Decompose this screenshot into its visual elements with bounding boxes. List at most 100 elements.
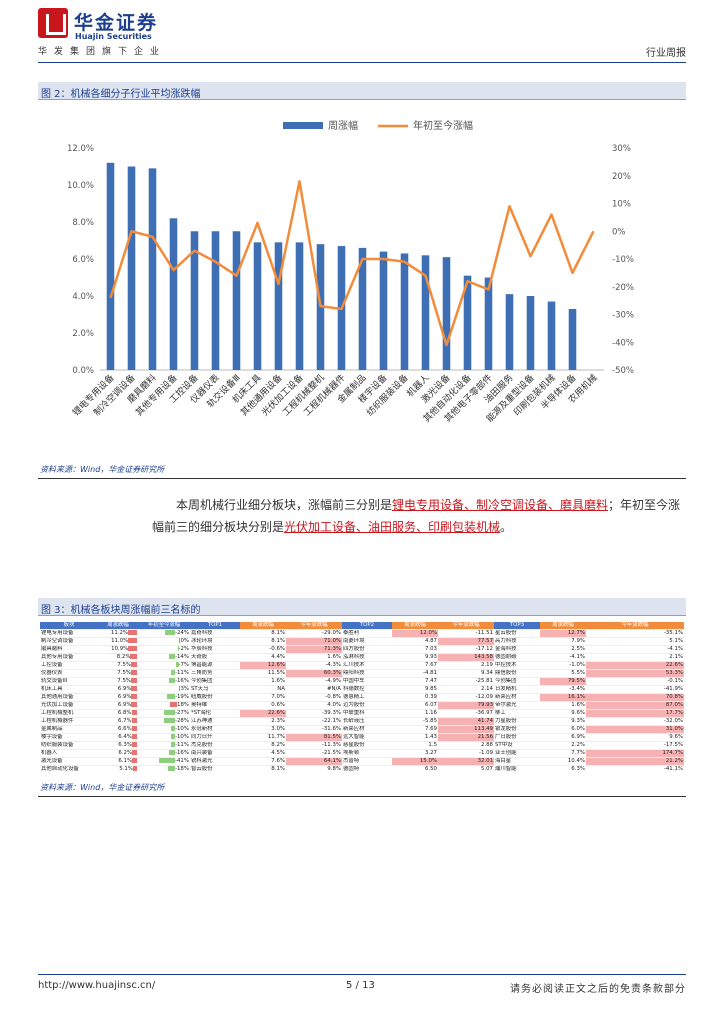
weekly-bar bbox=[131, 694, 137, 699]
table-cell: 6.9% bbox=[98, 685, 138, 694]
table-cell: 6.50 bbox=[392, 765, 438, 772]
table-cell: 光伏加工设备 bbox=[40, 701, 98, 710]
ytd-bar bbox=[170, 742, 176, 747]
bar-weekly-return bbox=[211, 231, 220, 370]
table-cell: -10% bbox=[138, 725, 190, 734]
table-cell: 3% bbox=[138, 685, 190, 694]
table-cell: 天奇股 bbox=[190, 653, 240, 662]
table-cell: 32.01 bbox=[438, 757, 494, 766]
table-cell: 今创集团 bbox=[190, 677, 240, 686]
table-cell: -11.51 bbox=[438, 629, 494, 638]
ytd-bar bbox=[169, 654, 176, 659]
table-cell: 12.0% bbox=[392, 629, 438, 638]
table-cell: -0.8% bbox=[286, 693, 342, 702]
table-cell: 6.9% bbox=[540, 733, 586, 742]
ytd-bar bbox=[167, 766, 176, 771]
para-text-2: ；年初至今涨幅前三的细分板块分别是 bbox=[152, 498, 681, 534]
table-cell: 7.5% bbox=[98, 677, 138, 686]
table-cell: 3.27 bbox=[392, 749, 438, 758]
table-cell: 工程机械整机 bbox=[40, 709, 98, 718]
table-row: 工程机械整机 6.8% -27% *ST海伦 22.6% -39.3% 中联重科 1.16 -3… bbox=[40, 709, 684, 718]
ytd-bar bbox=[158, 758, 176, 763]
table-cell: 激光设备 bbox=[40, 757, 98, 766]
table-cell: 17.7% bbox=[586, 709, 684, 718]
table-cell: -18% bbox=[138, 765, 190, 772]
weekly-bar bbox=[130, 654, 137, 659]
table-cell: 仪器仪表 bbox=[40, 669, 98, 678]
table-cell: NA bbox=[240, 685, 286, 694]
ytd-bar bbox=[171, 726, 176, 731]
footer-divider bbox=[38, 974, 686, 975]
y-left-tick: 0.0% bbox=[72, 366, 94, 376]
table-cell: 慈星股份 bbox=[342, 741, 392, 750]
table-cell: -36.97 bbox=[438, 709, 494, 718]
table-cell: 瀚川智能 bbox=[494, 765, 540, 772]
header-subtitle: 华发集团旗下企业 bbox=[38, 47, 167, 57]
table-cell: 4.5% bbox=[240, 749, 286, 758]
weekly-bar bbox=[131, 702, 137, 707]
table-cell: -0.6% bbox=[240, 645, 286, 654]
table-cell: 8.2% bbox=[98, 653, 138, 662]
table-cell: 8.1% bbox=[240, 765, 286, 772]
y-right-tick: -50% bbox=[612, 366, 634, 376]
table-cell: 1.6% bbox=[540, 701, 586, 710]
table-cell: 远大智能 bbox=[342, 733, 392, 742]
ytd-bar bbox=[168, 750, 176, 755]
ytd-bar bbox=[170, 670, 176, 675]
bar-weekly-return bbox=[526, 296, 535, 370]
bar-weekly-return bbox=[169, 218, 178, 370]
table-cell: -16% bbox=[138, 677, 190, 686]
ytd-bar bbox=[168, 678, 176, 683]
y-right-tick: 20% bbox=[612, 172, 631, 182]
table-row: 其他专用设备 8.2% -14% 天奇股 4.4% 1.6% 泓淋科技 9.93 143.58 德… bbox=[40, 653, 684, 662]
table-row: 光伏加工设备 6.9% 18% 奥特维 0.6% 4.0% 迈为股份 6.07 79.93 帝尔激… bbox=[40, 701, 684, 710]
table-cell: 0% bbox=[138, 637, 190, 646]
table-cell: 9.8% bbox=[286, 765, 342, 772]
table-cell: 9.6% bbox=[586, 733, 684, 742]
table-cell: -4.81 bbox=[392, 669, 438, 678]
table-cell: 7.03 bbox=[392, 645, 438, 654]
table-cell: 制冷空调设备 bbox=[40, 637, 98, 646]
footer-url[interactable]: http://www.huajinsc.cn/ bbox=[38, 980, 156, 991]
table-row: 金属制品 6.6% -10% 永冠新材 3.0% -31.6% 新莱应材 7.69 113.49… bbox=[40, 725, 684, 734]
table-cell: 同力日升 bbox=[190, 733, 240, 742]
table-cell: 博昌能源 bbox=[190, 661, 240, 670]
table-row: 激光设备 6.1% -41% 锐科激光 7.6% 64.1% 杰普特 15.0% 32.01 海目… bbox=[40, 757, 684, 766]
table-cell: 174.7% bbox=[586, 749, 684, 758]
table-cell: -17.12 bbox=[438, 645, 494, 654]
table-header-cell: TOP1 bbox=[190, 622, 240, 630]
table-cell: -21.5% bbox=[286, 749, 342, 758]
ytd-bar bbox=[177, 646, 179, 651]
table-cell: 1.6% bbox=[286, 653, 342, 662]
bar-weekly-return bbox=[379, 251, 388, 370]
table-header-row: 板块 周涨跌幅 年初至今涨幅 TOP1 周涨跌幅 今年涨跌幅 TOP2 周涨跌幅 今年涨跌幅 TO… bbox=[40, 622, 684, 630]
weekly-bar bbox=[128, 630, 137, 635]
figure3-caption-box: 图 3：机械各板块周涨幅前三名标的 bbox=[38, 598, 686, 616]
figure3-caption: 图 3：机械各板块周涨幅前三名标的 bbox=[41, 605, 201, 616]
table-cell: 9.85 bbox=[392, 685, 438, 694]
table-cell: 64.1% bbox=[286, 757, 342, 766]
para-text-1: 本周机械行业细分板块，涨幅前三分别是 bbox=[176, 498, 393, 512]
logo-english-name: Huajin Securities bbox=[75, 32, 152, 41]
table-cell: -1.0% bbox=[540, 661, 586, 670]
table-cell: 6.7% bbox=[98, 717, 138, 726]
table-cell: 2.14 bbox=[438, 685, 494, 694]
table-cell: -2% bbox=[138, 645, 190, 654]
analysis-paragraph: 本周机械行业细分板块，涨幅前三分别是锂电专用设备、制冷空调设备、磨具磨料；年初至… bbox=[152, 494, 686, 538]
legend-line-label: 年初至今涨幅 bbox=[413, 119, 473, 132]
table-cell: *ST海伦 bbox=[190, 709, 240, 718]
table-cell: -24% bbox=[138, 629, 190, 638]
table-cell: -5.85 bbox=[392, 717, 438, 726]
table-cell: -19% bbox=[138, 693, 190, 702]
table-cell: 磨具磨料 bbox=[40, 645, 98, 654]
bar-weekly-return bbox=[295, 242, 304, 370]
table-cell: 7.69 bbox=[392, 725, 438, 734]
table-cell: 7.6% bbox=[240, 757, 286, 766]
y-left-tick: 8.0% bbox=[72, 218, 94, 228]
table-cell: 楼宇设备 bbox=[40, 733, 98, 742]
table-cell: 6.3% bbox=[540, 765, 586, 772]
table-row: 锂电专用设备 11.2% -24% 嘉奇科技 8.1% -29.0% 泰胜利 12.0% -11… bbox=[40, 629, 684, 638]
weekly-bar bbox=[131, 686, 137, 691]
weekly-bar bbox=[128, 638, 137, 643]
table-cell: 汇川技术 bbox=[342, 661, 392, 670]
